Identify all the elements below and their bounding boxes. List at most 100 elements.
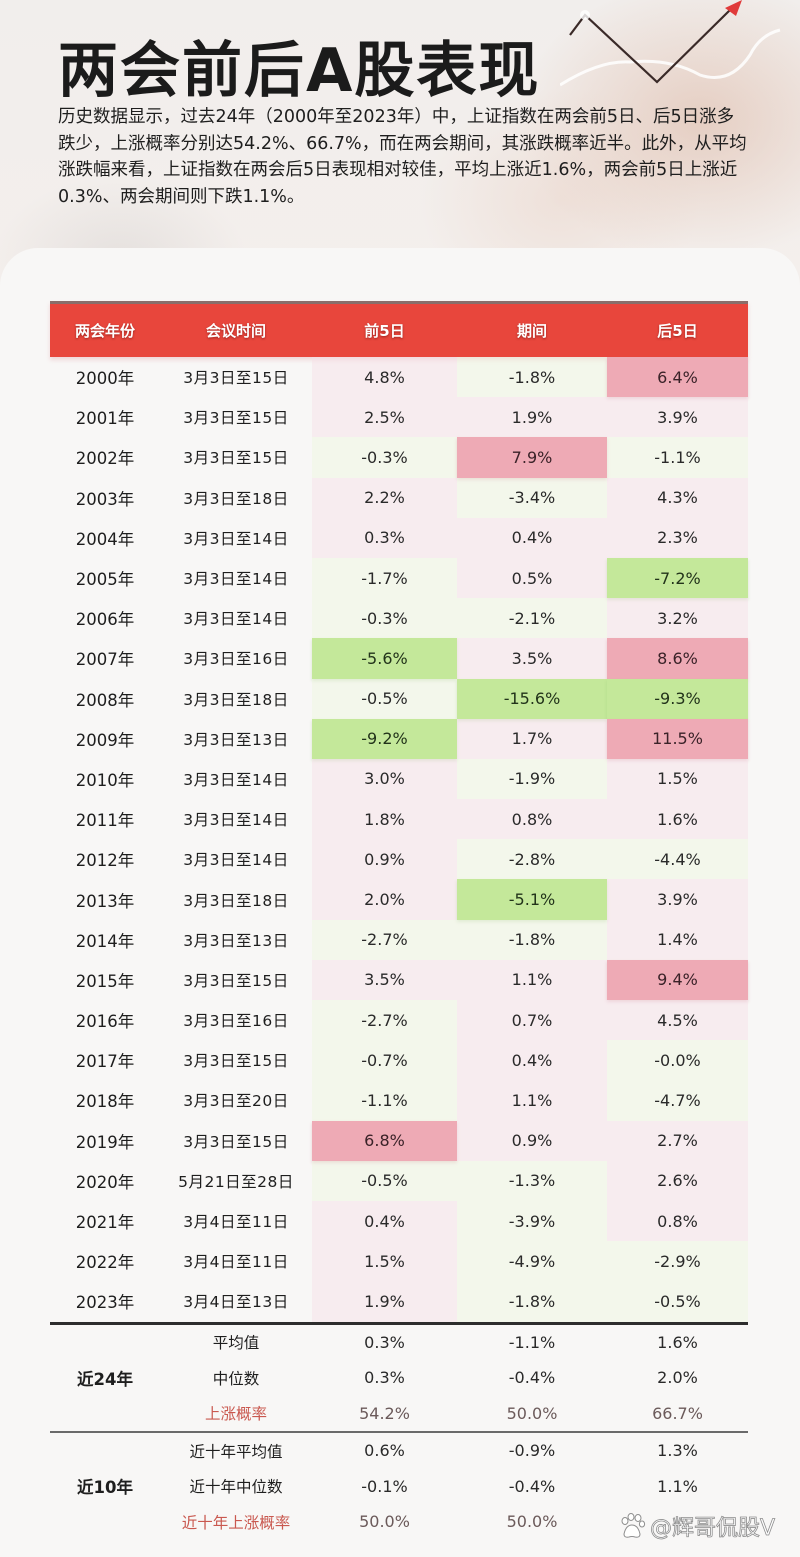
cell-date: 3月3日至15日 <box>183 369 289 388</box>
cell-year: 2012年 <box>75 851 135 871</box>
cell-year: 2009年 <box>75 730 135 750</box>
cell-post5: 1.4% <box>607 919 748 960</box>
cell-pre5: 4.8% <box>312 357 457 398</box>
table-header: 两会年份 会议时间 前5日 期间 后5日 <box>50 301 748 357</box>
cell-date: 3月3日至18日 <box>183 690 289 709</box>
cell-post5: 8.6% <box>607 638 748 679</box>
table-row: 2004年 3月3日至14日 0.3% 0.4% 2.3% <box>50 517 748 558</box>
metric-during: 50.0% <box>506 1403 558 1423</box>
cell-during: 3.5% <box>457 638 607 679</box>
cell-pre5: 2.2% <box>312 477 457 518</box>
metric-label: 近十年中位数 <box>189 1478 283 1497</box>
table-row: 2013年 3月3日至18日 2.0% -5.1% 3.9% <box>50 879 748 920</box>
divider <box>50 1321 748 1325</box>
cell-post5: 1.5% <box>607 758 748 800</box>
cell-date: 3月3日至14日 <box>183 851 289 870</box>
cell-during: -15.6% <box>457 678 607 719</box>
table-row: 2003年 3月3日至18日 2.2% -3.4% 4.3% <box>50 477 748 518</box>
cell-year: 2014年 <box>75 931 135 951</box>
cell-pre5: -0.3% <box>312 437 457 478</box>
cell-post5: -7.2% <box>607 557 748 599</box>
metric-label: 平均值 <box>212 1334 260 1353</box>
cell-pre5: 1.9% <box>312 1281 457 1322</box>
summary-10y: 近10年 近十年平均值 0.6% -0.9% 1.3% 近十年中位数 -0.1%… <box>50 1433 748 1540</box>
cell-post5: -4.7% <box>607 1080 748 1121</box>
cell-pre5: -0.5% <box>312 678 457 719</box>
table-body: 2000年 3月3日至15日 4.8% -1.8% 6.4% 2001年 3月3日至15日 2… <box>50 357 748 1322</box>
cell-pre5: -1.7% <box>312 557 457 599</box>
cell-pre5: 2.5% <box>312 397 457 438</box>
data-table: 两会年份 会议时间 前5日 期间 后5日 2000年 3月3日至15日 4.8% -1… <box>50 301 748 1540</box>
cell-year: 2008年 <box>75 690 135 710</box>
cell-date: 3月3日至14日 <box>183 811 289 830</box>
cell-during: -4.9% <box>457 1241 607 1282</box>
summary-row: 近十年平均值 0.6% -0.9% 1.3% <box>160 1433 748 1469</box>
table-row: 2007年 3月3日至16日 -5.6% 3.5% 8.6% <box>50 638 748 679</box>
cell-date: 3月3日至14日 <box>183 770 289 789</box>
metric-label: 近十年上涨概率 <box>181 1513 291 1532</box>
metric-label: 中位数 <box>212 1369 260 1388</box>
cell-during: 0.4% <box>457 517 607 558</box>
summary-row: 上涨概率 54.2% 50.0% 66.7% <box>160 1396 748 1432</box>
cell-pre5: 3.0% <box>312 758 457 800</box>
cell-year: 2004年 <box>75 529 135 549</box>
cell-post5: -2.9% <box>607 1241 748 1282</box>
header-during: 期间 <box>516 322 547 340</box>
cell-during: 1.9% <box>457 397 607 438</box>
summary-row: 中位数 0.3% -0.4% 2.0% <box>160 1360 748 1396</box>
cell-year: 2019年 <box>75 1132 135 1152</box>
cell-during: 7.9% <box>457 437 607 478</box>
cell-pre5: 3.5% <box>312 959 457 1000</box>
metric-during: 50.0% <box>506 1512 558 1532</box>
cell-post5: 4.3% <box>607 477 748 518</box>
cell-during: 1.1% <box>457 959 607 1000</box>
cell-during: 1.7% <box>457 718 607 759</box>
table-row: 2018年 3月3日至20日 -1.1% 1.1% -4.7% <box>50 1080 748 1121</box>
metric-post: 1.3% <box>657 1441 698 1461</box>
cell-post5: -1.1% <box>607 437 748 478</box>
summary-group-label: 近24年 <box>77 1369 133 1389</box>
cell-date: 3月3日至18日 <box>183 489 289 508</box>
table-row: 2011年 3月3日至14日 1.8% 0.8% 1.6% <box>50 799 748 840</box>
metric-during: -0.4% <box>508 1476 556 1496</box>
cell-post5: 3.9% <box>607 397 748 438</box>
table-row: 2009年 3月3日至13日 -9.2% 1.7% 11.5% <box>50 718 748 759</box>
summary-row: 近十年上涨概率 50.0% 50.0% <box>160 1504 748 1540</box>
cell-pre5: -5.6% <box>312 638 457 679</box>
cell-post5: -0.5% <box>607 1281 748 1322</box>
table-row: 2023年 3月4日至13日 1.9% -1.8% -0.5% <box>50 1281 748 1322</box>
cell-year: 2017年 <box>75 1052 135 1072</box>
cell-date: 3月3日至15日 <box>183 971 289 990</box>
cell-date: 3月3日至13日 <box>183 931 289 950</box>
table-row: 2022年 3月4日至11日 1.5% -4.9% -2.9% <box>50 1241 748 1282</box>
cell-post5: -4.4% <box>607 839 748 880</box>
cell-date: 3月3日至15日 <box>183 1052 289 1071</box>
cell-year: 2007年 <box>75 650 135 670</box>
cell-year: 2003年 <box>75 489 135 509</box>
metric-post: 2.0% <box>657 1368 698 1388</box>
cell-year: 2006年 <box>75 610 135 630</box>
summary-group-label: 近10年 <box>77 1478 133 1498</box>
watermark-text: @辉哥侃股V <box>650 1516 776 1542</box>
cell-post5: -9.3% <box>607 678 748 719</box>
cell-year: 2011年 <box>75 811 135 831</box>
metric-during: -0.9% <box>508 1441 556 1461</box>
table-card <box>0 248 800 1557</box>
cell-date: 3月3日至13日 <box>183 730 289 749</box>
table-row: 2019年 3月3日至15日 6.8% 0.9% 2.7% <box>50 1120 748 1161</box>
cell-date: 5月21日至28日 <box>178 1172 294 1191</box>
cell-date: 3月3日至15日 <box>183 449 289 468</box>
cell-date: 3月3日至14日 <box>183 529 289 548</box>
cell-pre5: -0.5% <box>312 1160 457 1201</box>
cell-pre5: 6.8% <box>312 1120 457 1161</box>
cell-date: 3月4日至11日 <box>183 1253 289 1272</box>
cell-year: 2002年 <box>75 449 135 469</box>
metric-pre: 0.3% <box>364 1332 405 1352</box>
metric-label: 上涨概率 <box>204 1405 267 1424</box>
cell-date: 3月4日至11日 <box>183 1213 289 1232</box>
metric-post: 1.1% <box>657 1476 698 1496</box>
metric-during: -1.1% <box>508 1332 556 1352</box>
metric-pre: 0.3% <box>364 1368 405 1388</box>
cell-post5: 6.4% <box>607 357 748 398</box>
divider <box>50 1431 748 1433</box>
